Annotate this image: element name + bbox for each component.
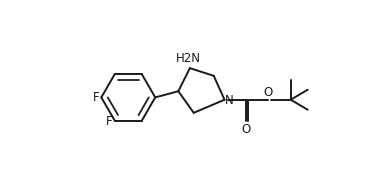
Text: F: F bbox=[106, 115, 112, 128]
Text: O: O bbox=[263, 86, 272, 99]
Text: F: F bbox=[92, 91, 99, 104]
Text: H2N: H2N bbox=[176, 52, 201, 65]
Text: N: N bbox=[225, 94, 234, 107]
Text: O: O bbox=[241, 123, 251, 136]
